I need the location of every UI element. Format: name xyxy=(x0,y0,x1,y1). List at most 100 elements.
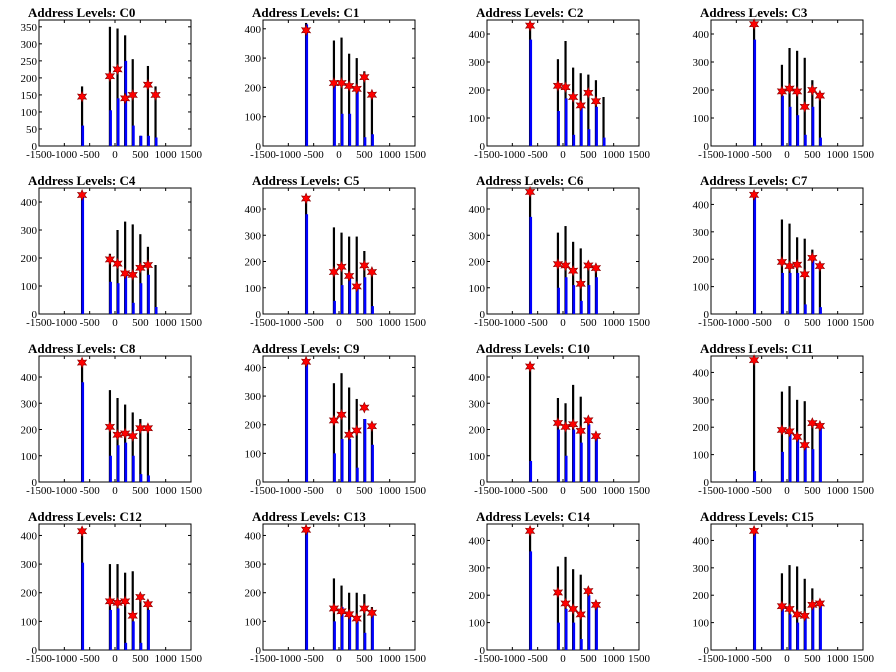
star-marker xyxy=(359,401,370,414)
star-marker xyxy=(791,258,803,271)
y-tick-label: 300 xyxy=(245,53,262,65)
x-tick-label: 1500 xyxy=(852,485,875,497)
x-tick-label: 1500 xyxy=(628,317,651,329)
y-tick-label: 300 xyxy=(693,563,710,575)
y-tick-label: 150 xyxy=(21,90,38,102)
spike-blue xyxy=(340,285,344,314)
y-tick-label: 100 xyxy=(245,283,262,295)
y-tick-label: 300 xyxy=(245,559,262,571)
x-tick-label: -1500 xyxy=(474,485,500,497)
spike-blue xyxy=(333,453,336,482)
x-tick-label: 0 xyxy=(336,653,342,665)
spike-blue xyxy=(154,137,158,146)
spike-blue xyxy=(796,272,800,314)
star-marker xyxy=(328,266,340,278)
star-marker xyxy=(590,262,602,275)
star-marker xyxy=(791,430,803,443)
spike-blue xyxy=(602,137,606,146)
spike-blue xyxy=(109,281,112,314)
plot-frame xyxy=(262,523,416,651)
subplot-c4: Address Levels: C4 0 100 200 300 400 -1500 -100… xyxy=(21,173,203,329)
spike-blue xyxy=(811,607,815,650)
y-tick-label: 100 xyxy=(693,113,710,125)
star-marker xyxy=(300,523,312,536)
spike-blue xyxy=(564,277,568,314)
plot-title: Address Levels: C1 xyxy=(252,5,359,20)
star-marker xyxy=(524,360,536,373)
y-tick-label: 0 xyxy=(32,141,38,153)
spike-blue xyxy=(363,632,367,650)
y-tick-label: 400 xyxy=(693,367,710,379)
spike-blue xyxy=(564,455,568,482)
spike-black xyxy=(572,67,575,146)
x-tick-label: 0 xyxy=(112,485,118,497)
y-tick-label: 0 xyxy=(704,141,710,153)
plot-frame xyxy=(486,19,640,147)
x-tick-label: -500 xyxy=(528,485,549,497)
x-tick-label: -1000 xyxy=(499,653,525,665)
x-tick-label: -1000 xyxy=(275,485,301,497)
y-tick-label: 200 xyxy=(693,590,710,602)
spike-blue xyxy=(788,106,792,146)
spike-blue xyxy=(595,106,598,146)
spike-blue xyxy=(572,285,576,314)
plot-title: Address Levels: C11 xyxy=(700,341,813,356)
y-tick-label: 200 xyxy=(245,588,262,600)
star-marker xyxy=(799,100,810,113)
y-tick-label: 100 xyxy=(245,112,262,124)
plot-frame xyxy=(710,523,864,651)
x-tick-label: 1500 xyxy=(628,149,651,161)
spike-blue xyxy=(81,193,85,314)
star-marker xyxy=(328,77,340,89)
spike-blue xyxy=(109,455,112,482)
spike-blue xyxy=(116,608,120,650)
star-marker xyxy=(590,95,602,108)
spike-blue xyxy=(529,216,533,314)
x-tick-label: -1500 xyxy=(474,653,500,665)
y-tick-label: 50 xyxy=(26,124,38,136)
star-marker xyxy=(112,63,123,76)
spike-blue xyxy=(333,300,336,314)
x-tick-label: 1000 xyxy=(155,485,178,497)
spike-blue xyxy=(804,134,807,146)
star-marker xyxy=(104,253,116,266)
star-marker xyxy=(142,78,154,91)
y-tick-label: 200 xyxy=(245,420,262,432)
spike-blue xyxy=(557,111,560,146)
x-tick-label: -1000 xyxy=(499,149,525,161)
spike-blue xyxy=(81,562,85,650)
spike-blue xyxy=(557,429,560,482)
plot-title: Address Levels: C2 xyxy=(476,5,583,20)
x-tick-label: 500 xyxy=(132,485,149,497)
x-tick-label: -1000 xyxy=(723,317,749,329)
plot-title: Address Levels: C10 xyxy=(476,341,590,356)
spike-blue xyxy=(595,277,598,314)
spike-black xyxy=(355,398,358,482)
star-marker xyxy=(76,189,88,201)
y-tick-label: 200 xyxy=(245,257,262,269)
spike-blue xyxy=(340,113,344,146)
star-marker xyxy=(776,256,788,268)
plot-title: Address Levels: C15 xyxy=(700,509,814,524)
x-tick-label: 1000 xyxy=(603,317,626,329)
x-tick-label: -500 xyxy=(304,653,325,665)
spike-blue xyxy=(819,137,822,146)
x-tick-label: -1500 xyxy=(250,149,276,161)
y-tick-label: 400 xyxy=(693,29,710,41)
plot-frame xyxy=(38,523,192,651)
x-tick-label: 500 xyxy=(132,317,149,329)
spike-black xyxy=(340,37,343,147)
x-tick-label: 0 xyxy=(112,317,118,329)
star-marker xyxy=(351,612,362,625)
plot-title: Address Levels: C12 xyxy=(28,509,142,524)
subplot-c12: Address Levels: C12 0 100 200 300 400 -1500 -10… xyxy=(21,509,203,665)
star-marker xyxy=(791,608,803,621)
spike-black xyxy=(131,412,134,482)
y-tick-label: 400 xyxy=(245,24,262,36)
star-marker xyxy=(567,91,579,103)
x-tick-label: 500 xyxy=(132,149,149,161)
spike-blue xyxy=(348,113,352,146)
star-marker xyxy=(119,427,131,440)
x-tick-label: 1500 xyxy=(180,317,203,329)
y-tick-label: 200 xyxy=(693,85,710,97)
